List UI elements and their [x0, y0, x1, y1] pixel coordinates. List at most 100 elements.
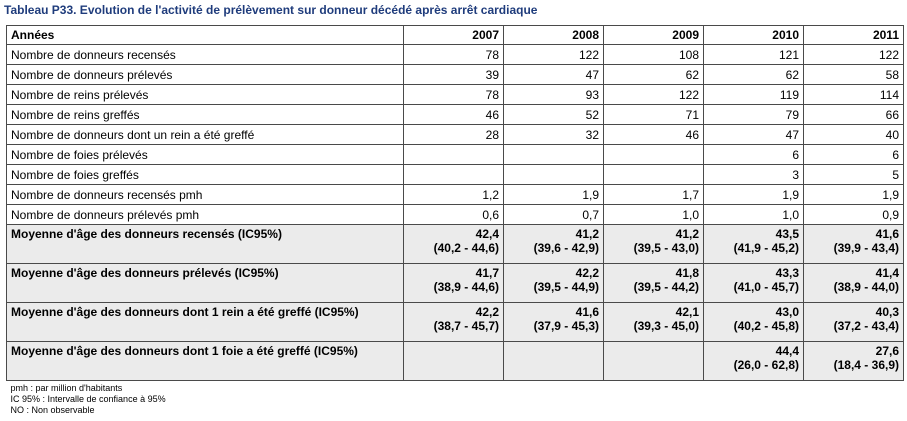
cell-value: 62 [604, 65, 704, 85]
row-label: Nombre de donneurs dont un rein a été gr… [7, 125, 404, 145]
row-label: Nombre de donneurs prélevés [7, 65, 404, 85]
cell-value: 32 [504, 125, 604, 145]
cell-value: 1,2 [404, 185, 504, 205]
age-mean: 41,7 [408, 266, 499, 280]
cell-value [504, 145, 604, 165]
age-mean: 42,2 [408, 305, 499, 319]
age-mean: 41,6 [508, 305, 599, 319]
age-cell: 42,2(39,5 - 44,9) [504, 264, 604, 303]
age-row: Moyenne d'âge des donneurs dont 1 foie a… [7, 342, 904, 381]
header-year: 2010 [704, 26, 804, 45]
age-cell [604, 342, 704, 381]
age-ci: (40,2 - 44,6) [408, 241, 499, 255]
cell-value: 119 [704, 85, 804, 105]
cell-value: 47 [504, 65, 604, 85]
age-mean: 43,0 [708, 305, 799, 319]
age-ci: (37,9 - 45,3) [508, 319, 599, 333]
age-ci: (39,5 - 44,9) [508, 280, 599, 294]
age-mean: 43,3 [708, 266, 799, 280]
age-mean: 42,4 [408, 227, 499, 241]
age-cell: 41,8(39,5 - 44,2) [604, 264, 704, 303]
age-cell: 43,5(41,9 - 45,2) [704, 225, 804, 264]
age-cell [504, 342, 604, 381]
age-ci: (37,2 - 43,4) [808, 319, 899, 333]
age-cell: 42,2(38,7 - 45,7) [404, 303, 504, 342]
age-ci: (38,7 - 45,7) [408, 319, 499, 333]
cell-value: 39 [404, 65, 504, 85]
age-cell: 42,1(39,3 - 45,0) [604, 303, 704, 342]
footnote-line: pmh : par million d'habitants [11, 383, 900, 394]
cell-value: 28 [404, 125, 504, 145]
row-label: Nombre de reins prélevés [7, 85, 404, 105]
age-mean: 44,4 [708, 344, 799, 358]
cell-value: 1,9 [704, 185, 804, 205]
age-cell: 41,6(39,9 - 43,4) [804, 225, 904, 264]
cell-value: 6 [804, 145, 904, 165]
age-mean: 41,4 [808, 266, 899, 280]
cell-value [504, 165, 604, 185]
age-ci: (39,5 - 43,0) [608, 241, 699, 255]
age-mean: 43,5 [708, 227, 799, 241]
cell-value: 0,6 [404, 205, 504, 225]
age-cell: 42,4(40,2 - 44,6) [404, 225, 504, 264]
cell-value: 62 [704, 65, 804, 85]
cell-value: 71 [604, 105, 704, 125]
age-mean: 42,2 [508, 266, 599, 280]
data-table: Années 2007 2008 2009 2010 2011 Nombre d… [6, 25, 904, 421]
cell-value: 58 [804, 65, 904, 85]
age-ci: (18,4 - 36,9) [808, 358, 899, 372]
age-cell [404, 342, 504, 381]
cell-value: 1,7 [604, 185, 704, 205]
age-cell: 41,6(37,9 - 45,3) [504, 303, 604, 342]
age-row: Moyenne d'âge des donneurs prélevés (IC9… [7, 264, 904, 303]
cell-value: 1,0 [704, 205, 804, 225]
cell-value: 46 [404, 105, 504, 125]
cell-value: 40 [804, 125, 904, 145]
header-year: 2009 [604, 26, 704, 45]
cell-value: 66 [804, 105, 904, 125]
footnote-line: IC 95% : Intervalle de confiance à 95% [11, 394, 900, 405]
age-mean: 27,6 [808, 344, 899, 358]
cell-value: 122 [604, 85, 704, 105]
age-cell: 41,7(38,9 - 44,6) [404, 264, 504, 303]
age-cell: 40,3(37,2 - 43,4) [804, 303, 904, 342]
row-label: Nombre de donneurs recensés pmh [7, 185, 404, 205]
age-cell: 43,3(41,0 - 45,7) [704, 264, 804, 303]
age-ci: (41,9 - 45,2) [708, 241, 799, 255]
age-cell: 27,6(18,4 - 36,9) [804, 342, 904, 381]
age-row-label: Moyenne d'âge des donneurs recensés (IC9… [7, 225, 404, 264]
age-mean: 41,6 [808, 227, 899, 241]
row-label: Nombre de foies prélevés [7, 145, 404, 165]
age-ci: (38,9 - 44,6) [408, 280, 499, 294]
header-label: Années [7, 26, 404, 45]
cell-value [604, 165, 704, 185]
table-caption: Tableau P33. Evolution de l'activité de … [4, 3, 537, 17]
age-cell: 41,4(38,9 - 44,0) [804, 264, 904, 303]
age-mean: 41,2 [608, 227, 699, 241]
age-mean: 41,8 [608, 266, 699, 280]
cell-value: 1,0 [604, 205, 704, 225]
cell-value: 0,7 [504, 205, 604, 225]
cell-value: 47 [704, 125, 804, 145]
cell-value: 5 [804, 165, 904, 185]
age-ci: (39,5 - 44,2) [608, 280, 699, 294]
cell-value: 79 [704, 105, 804, 125]
cell-value: 114 [804, 85, 904, 105]
age-ci: (41,0 - 45,7) [708, 280, 799, 294]
header-year: 2008 [504, 26, 604, 45]
table-row: Nombre de donneurs dont un rein a été gr… [7, 125, 904, 145]
row-label: Nombre de donneurs prélevés pmh [7, 205, 404, 225]
age-cell: 44,4(26,0 - 62,8) [704, 342, 804, 381]
age-mean: 40,3 [808, 305, 899, 319]
cell-value [404, 145, 504, 165]
cell-value: 78 [404, 45, 504, 65]
age-mean: 42,1 [608, 305, 699, 319]
